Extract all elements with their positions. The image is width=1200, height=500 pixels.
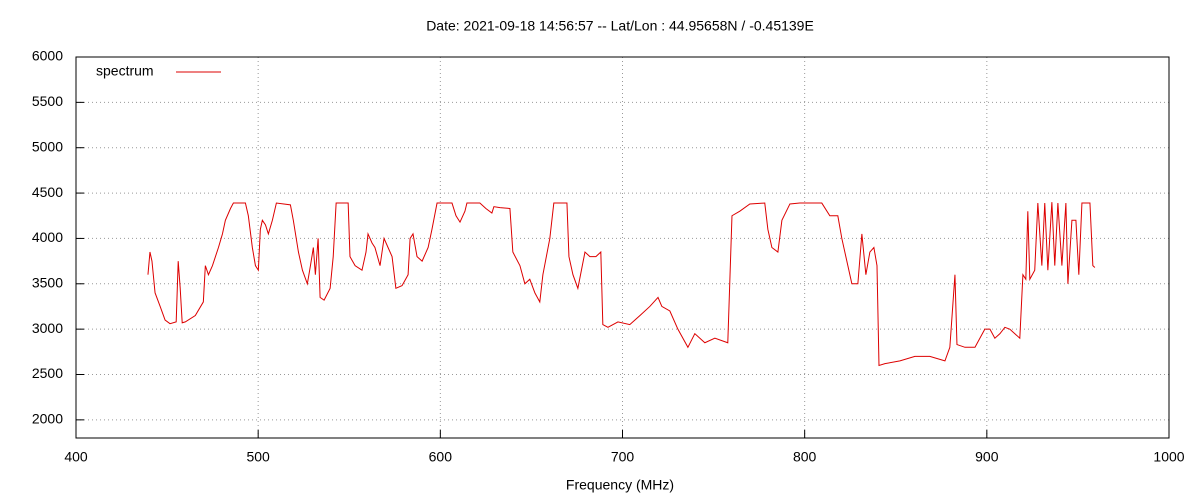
x-tick-label: 600 [429,449,453,465]
x-tick-label: 800 [793,449,817,465]
y-tick-label: 4000 [32,229,63,245]
y-tick-label: 3000 [32,320,63,336]
y-tick-label: 2000 [32,411,63,427]
data-line [147,202,1096,367]
chart-title: Date: 2021-09-18 14:56:57 -- Lat/Lon : 4… [426,18,814,34]
x-tick-label: 1000 [1153,449,1184,465]
y-tick-label: 2500 [32,365,63,381]
legend-label: spectrum [96,63,154,79]
x-axis-label: Frequency (MHz) [566,477,674,493]
y-tick-label: 5000 [32,138,63,154]
plot-frame [75,56,1170,439]
x-tick-label: 700 [611,449,635,465]
x-tick-label: 900 [975,449,999,465]
x-tick-label: 400 [64,449,88,465]
y-tick-label: 4500 [32,184,63,200]
x-tick-label: 500 [246,449,270,465]
y-tick-label: 5500 [32,93,63,109]
y-tick-label: 3500 [32,274,63,290]
y-tick-label: 6000 [32,48,63,64]
